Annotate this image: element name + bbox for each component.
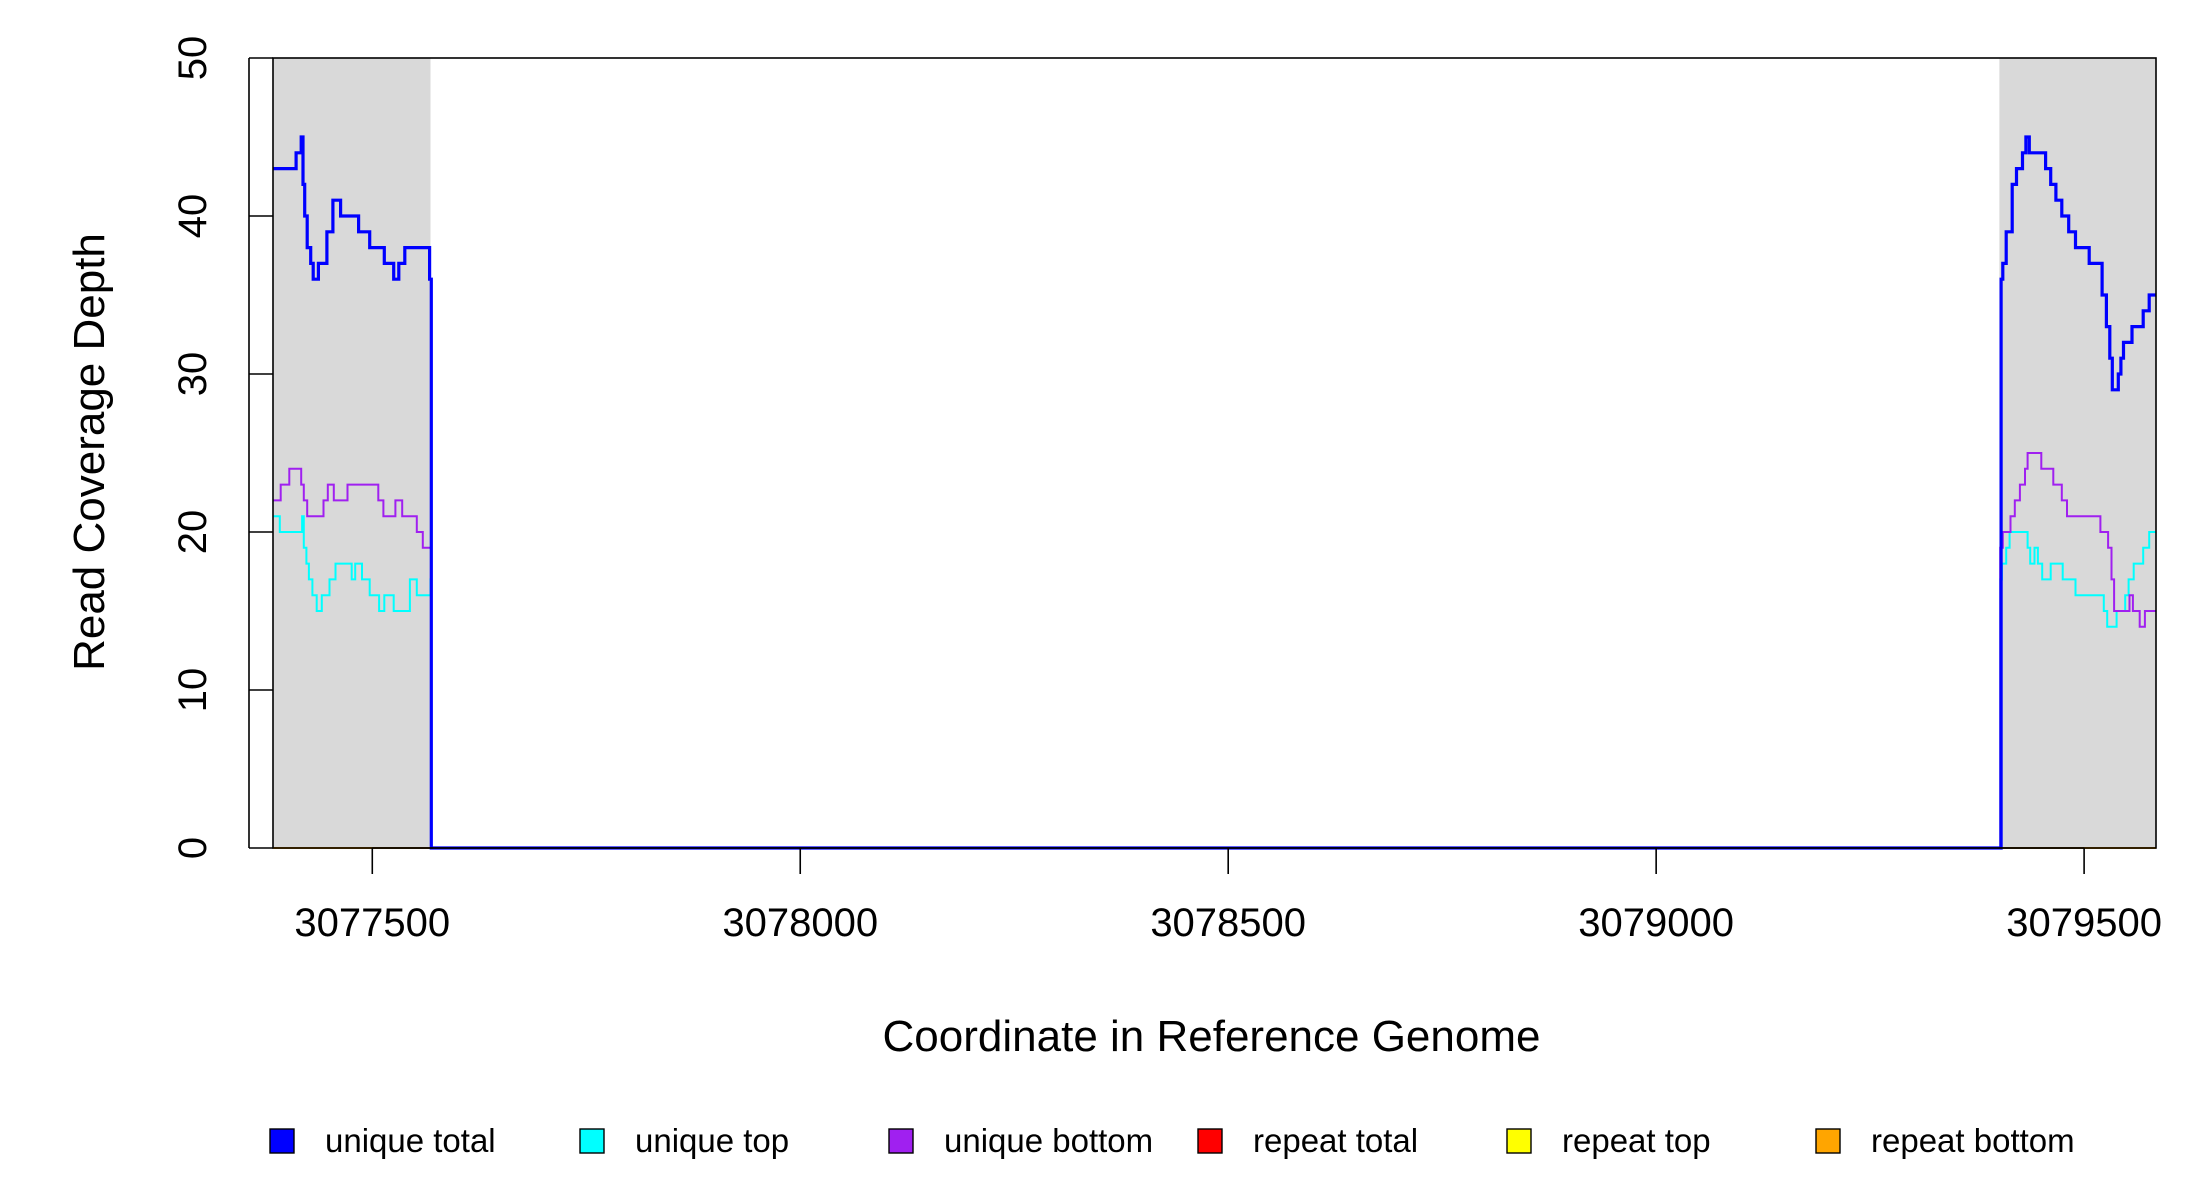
x-axis: 3077500 3078000 3078500 3079000 3079500: [294, 847, 2162, 945]
legend-item-unique-total: unique total: [269, 1122, 496, 1159]
legend-item-repeat-top: repeat top: [1506, 1122, 1711, 1159]
legend-label: repeat total: [1253, 1122, 1418, 1159]
y-tick-label: 0: [171, 837, 215, 859]
y-tick-label: 20: [171, 510, 215, 555]
plot-frame: [272, 57, 2157, 849]
y-axis: 0 10 20 30 40 50: [171, 36, 273, 859]
legend-label: unique bottom: [944, 1122, 1153, 1159]
x-tick-label: 3078500: [1150, 901, 1306, 945]
shaded-regions: [273, 58, 2156, 848]
legend-item-unique-top: unique top: [579, 1122, 789, 1159]
x-tick-label: 3078000: [722, 901, 878, 945]
legend-item-unique-bottom: unique bottom: [888, 1122, 1153, 1159]
y-tick-label: 10: [171, 668, 215, 713]
series-line-unique-bottom: [273, 452, 2156, 849]
legend-swatch: [1197, 1128, 1223, 1154]
series-lines: [273, 135, 2156, 850]
legend-label: unique top: [635, 1122, 789, 1159]
y-axis-title: Read Coverage Depth: [65, 233, 114, 671]
x-axis-title: Coordinate in Reference Genome: [883, 1012, 1541, 1061]
shaded-region-1: [273, 58, 431, 848]
legend-swatch: [269, 1128, 295, 1154]
y-tick-label: 30: [171, 352, 215, 397]
legend-swatch: [1815, 1128, 1841, 1154]
legend-swatch: [888, 1128, 914, 1154]
y-tick-label: 50: [171, 36, 215, 81]
legend-swatch: [1506, 1128, 1532, 1154]
legend-label: repeat top: [1562, 1122, 1711, 1159]
legend-label: unique total: [325, 1122, 496, 1159]
legend-label: repeat bottom: [1871, 1122, 2075, 1159]
shaded-region-2: [1999, 58, 2156, 848]
y-tick-label: 40: [171, 194, 215, 239]
series-line-unique-top: [273, 515, 2156, 849]
series-line-unique-total: [273, 135, 2156, 850]
legend-item-repeat-bottom: repeat bottom: [1815, 1122, 2075, 1159]
legend-swatch: [579, 1128, 605, 1154]
x-tick-label: 3079500: [2006, 901, 2162, 945]
legend-item-repeat-total: repeat total: [1197, 1122, 1418, 1159]
x-tick-label: 3077500: [294, 901, 450, 945]
legend: unique total unique top unique bottom repea…: [269, 1122, 2075, 1159]
x-tick-label: 3079000: [1578, 901, 1734, 945]
